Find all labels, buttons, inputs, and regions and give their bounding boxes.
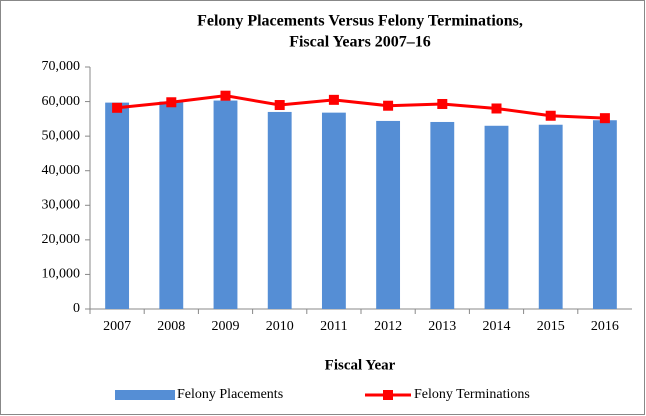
bar — [376, 120, 401, 309]
legend-swatch — [115, 390, 175, 400]
line-marker — [545, 110, 556, 121]
x-tick-label: 2016 — [591, 319, 619, 334]
line-marker — [220, 90, 231, 101]
x-tick-label: 2012 — [374, 319, 402, 334]
chart-title: Fiscal Years 2007–16 — [289, 34, 431, 51]
bar — [321, 112, 346, 310]
y-tick-label: 20,000 — [42, 232, 81, 247]
line-marker — [328, 94, 339, 105]
x-tick-label: 2013 — [428, 319, 456, 334]
chart-title: Felony Placements Versus Felony Terminat… — [197, 13, 523, 30]
line-marker — [166, 97, 177, 108]
bar — [430, 121, 455, 310]
y-tick-label: 60,000 — [42, 94, 81, 109]
line-marker — [383, 100, 394, 111]
x-tick-label: 2011 — [320, 319, 347, 334]
bar — [538, 124, 563, 309]
y-tick-label: 30,000 — [42, 198, 81, 213]
bar — [159, 101, 184, 309]
y-tick-label: 50,000 — [42, 128, 81, 143]
x-tick-label: 2009 — [212, 319, 240, 334]
bar — [484, 125, 509, 310]
line-marker — [599, 113, 610, 124]
x-tick-label: 2015 — [537, 319, 565, 334]
bar — [267, 111, 292, 309]
line-marker — [274, 100, 285, 111]
x-tick-label: 2014 — [483, 319, 511, 334]
x-axis-label: Fiscal Year — [325, 357, 396, 373]
line-marker — [437, 98, 448, 109]
y-tick-label: 10,000 — [42, 267, 81, 282]
x-tick-label: 2010 — [266, 319, 294, 334]
bar — [213, 100, 238, 309]
line — [116, 94, 605, 120]
bar — [105, 102, 130, 309]
bar — [592, 120, 617, 310]
legend-label: Felony Terminations — [414, 387, 530, 402]
y-tick-label: 70,000 — [42, 59, 81, 74]
legend-label: Felony Placements — [177, 387, 283, 402]
y-tick-label: 40,000 — [42, 163, 81, 178]
legend-swatch — [383, 390, 393, 400]
line-marker — [112, 102, 123, 113]
y-tick-label: 0 — [73, 301, 80, 316]
line-marker — [491, 103, 502, 114]
x-tick-label: 2007 — [103, 319, 131, 334]
x-tick-label: 2008 — [157, 319, 185, 334]
